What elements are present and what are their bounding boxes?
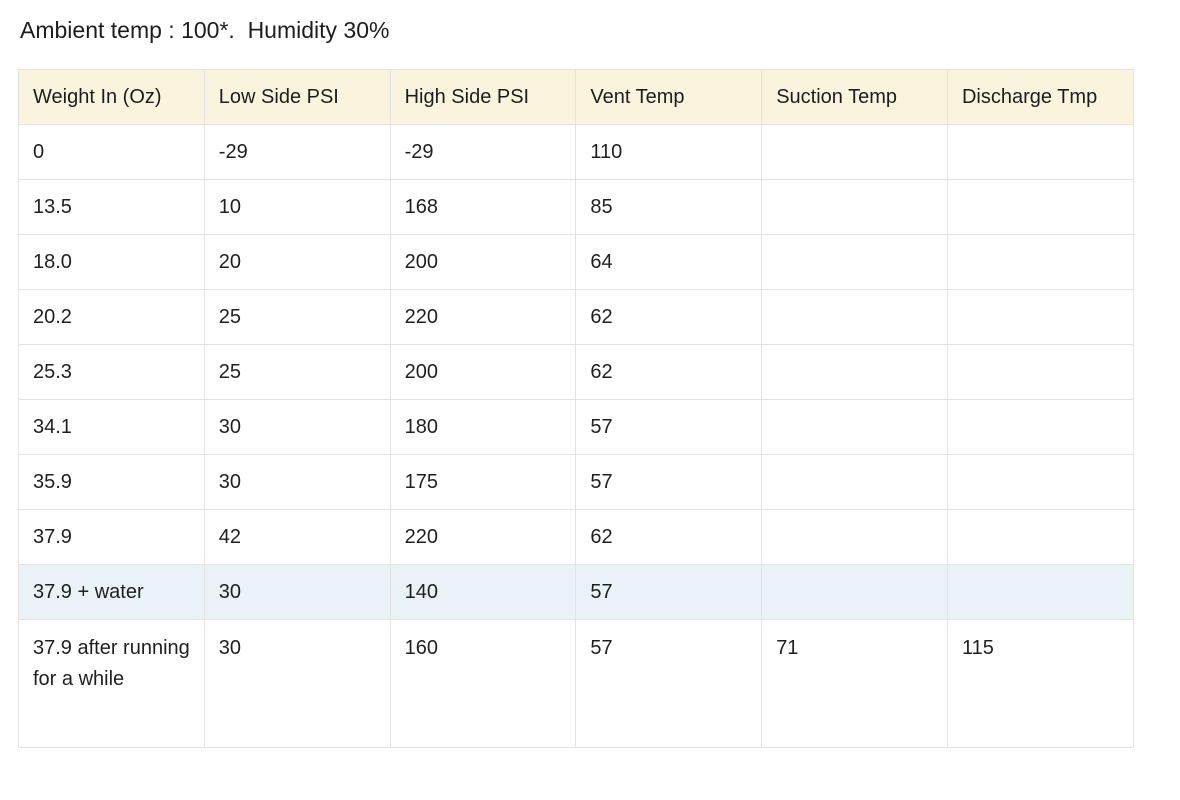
table-cell: [946, 234, 1134, 290]
column-header-weight-in: Weight In (Oz): [18, 69, 205, 125]
table-cell: 57: [575, 454, 763, 510]
table-cell: [946, 179, 1134, 235]
table-cell: 10: [203, 179, 391, 235]
table-cell: 0: [18, 124, 205, 180]
table-cell: [761, 289, 948, 345]
table-row: 34.1 30 180 57: [18, 399, 1134, 455]
table-cell: [761, 344, 948, 400]
table-cell: [946, 289, 1134, 345]
table-cell: [761, 564, 948, 620]
table-cell: 30: [203, 399, 391, 455]
table-cell: 110: [575, 124, 763, 180]
table-row: 0 -29 -29 110: [18, 124, 1134, 180]
table-row: 18.0 20 200 64: [18, 234, 1134, 290]
table-row-highlighted: 37.9 + water 30 140 57: [18, 564, 1134, 620]
table-cell: 13.5: [18, 179, 205, 235]
table-row: 13.5 10 168 85: [18, 179, 1134, 235]
data-table: Weight In (Oz) Low Side PSI High Side PS…: [18, 69, 1134, 748]
table-cell: 175: [389, 454, 577, 510]
table-cell: 25.3: [18, 344, 205, 400]
table-cell: 30: [203, 454, 391, 510]
table-cell: 140: [389, 564, 577, 620]
table-cell: 160: [389, 619, 577, 748]
table-cell: 62: [575, 344, 763, 400]
table-cell: 30: [203, 564, 391, 620]
table-cell: 180: [389, 399, 577, 455]
table-cell: 37.9 after running for a while: [18, 619, 205, 748]
table-cell: 62: [575, 289, 763, 345]
table-cell: [946, 399, 1134, 455]
table-cell: 30: [203, 619, 391, 748]
table-cell: 25: [203, 344, 391, 400]
table-cell: 220: [389, 289, 577, 345]
table-cell: 85: [575, 179, 763, 235]
table-cell: -29: [203, 124, 391, 180]
table-cell: [761, 399, 948, 455]
table-cell: [946, 344, 1134, 400]
table-cell: 37.9: [18, 509, 205, 565]
table-cell: 62: [575, 509, 763, 565]
table-cell: 64: [575, 234, 763, 290]
table-cell: 37.9 + water: [18, 564, 205, 620]
table-cell: 20: [203, 234, 391, 290]
table-row: 37.9 42 220 62: [18, 509, 1134, 565]
table-cell: [761, 179, 948, 235]
table-cell: 71: [761, 619, 948, 748]
table-cell: 115: [946, 619, 1134, 748]
table-cell: [946, 124, 1134, 180]
table-cell: [946, 564, 1134, 620]
column-header-high-side-psi: High Side PSI: [389, 69, 577, 125]
table-cell: [761, 454, 948, 510]
table-cell: 200: [389, 344, 577, 400]
column-header-low-side-psi: Low Side PSI: [203, 69, 391, 125]
page-heading: Ambient temp : 100*. Humidity 30%: [20, 17, 390, 43]
table-cell: [761, 509, 948, 565]
table-cell: 42: [203, 509, 391, 565]
column-header-suction-temp: Suction Temp: [761, 69, 948, 125]
table-cell: 57: [575, 564, 763, 620]
table-row: 25.3 25 200 62: [18, 344, 1134, 400]
table-header-row: Weight In (Oz) Low Side PSI High Side PS…: [18, 69, 1134, 125]
table-row: 20.2 25 220 62: [18, 289, 1134, 345]
column-header-vent-temp: Vent Temp: [575, 69, 763, 125]
table-cell: 20.2: [18, 289, 205, 345]
table-cell: [761, 234, 948, 290]
table-row: 35.9 30 175 57: [18, 454, 1134, 510]
table-cell: 18.0: [18, 234, 205, 290]
table-cell: [946, 454, 1134, 510]
table-cell: 200: [389, 234, 577, 290]
table-cell: 35.9: [18, 454, 205, 510]
table-cell: [946, 509, 1134, 565]
table-cell: 57: [575, 619, 763, 748]
table-cell: 34.1: [18, 399, 205, 455]
table-cell: [761, 124, 948, 180]
table-cell: 220: [389, 509, 577, 565]
table-cell: 168: [389, 179, 577, 235]
table-row: 37.9 after running for a while 30 160 57…: [18, 619, 1134, 748]
table-cell: -29: [389, 124, 577, 180]
column-header-discharge-tmp: Discharge Tmp: [946, 69, 1134, 125]
table-cell: 25: [203, 289, 391, 345]
table-cell: 57: [575, 399, 763, 455]
